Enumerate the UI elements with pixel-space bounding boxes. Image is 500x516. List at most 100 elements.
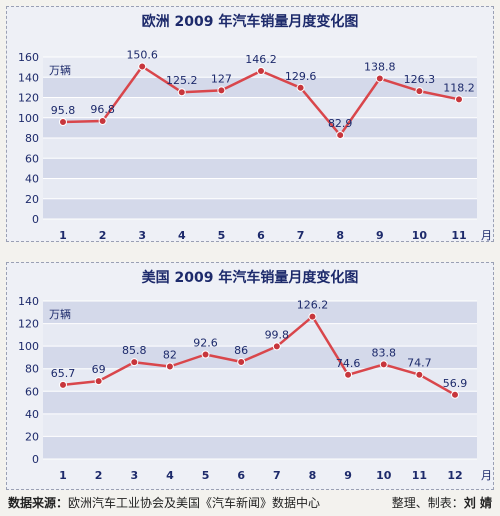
data-point [415,370,424,379]
data-label: 65.7 [51,367,76,380]
y-tick-label: 0 [32,453,39,466]
x-tick-label: 7 [297,229,305,241]
data-label: 138.8 [364,60,396,73]
data-point [217,86,226,95]
data-label: 129.6 [285,70,317,83]
x-tick-label: 5 [218,229,226,241]
data-label: 99.8 [265,328,290,341]
x-tick-label: 10 [412,229,428,241]
data-label: 69 [92,363,106,376]
data-point [94,377,103,386]
data-point [138,62,147,71]
data-label: 82.9 [328,117,353,130]
plot-band [43,158,477,179]
y-tick-label: 100 [18,112,39,125]
source-label: 数据来源： [8,496,69,510]
x-axis-label: 月 [481,229,492,241]
x-tick-label: 8 [309,469,317,482]
y-tick-label: 140 [18,295,39,308]
data-label: 85.8 [122,344,147,357]
y-tick-label: 60 [25,385,39,398]
data-label: 127 [211,72,232,85]
data-label: 56.9 [443,377,468,390]
footer: 数据来源：欧洲汽车工业协会及美国《汽车新闻》数据中心 整理、制表：刘 婧 [8,494,492,511]
x-tick-label: 6 [237,469,245,482]
plot-band [43,323,477,347]
data-point [415,87,424,96]
data-label: 150.6 [126,49,158,62]
y-tick-label: 160 [18,51,39,64]
data-point [237,357,246,366]
y-tick-label: 40 [25,173,39,186]
data-point [272,342,281,351]
x-tick-label: 11 [412,469,427,482]
chart-europe: 0 20 40 60 80 100 120 140 160 万辆 1 2 3 4 5 6 7 8 9 10 11 月 95.… [18,49,492,241]
y-axis-label: 万辆 [49,307,71,321]
data-label: 95.8 [51,104,76,117]
data-point [336,131,345,140]
x-axis-label: 月 [481,469,492,482]
y-tick-label: 120 [18,92,39,105]
y-tick-label: 0 [32,213,39,226]
data-point [59,380,67,389]
x-tick-label: 6 [257,229,265,241]
data-point [344,370,353,379]
x-tick-label: 3 [130,469,138,482]
data-point [130,358,139,367]
data-point [201,350,210,359]
data-point [98,116,107,125]
data-point [455,95,463,104]
data-label: 125.2 [166,74,198,87]
y-tick-label: 80 [25,132,39,145]
data-label: 118.2 [443,81,475,94]
x-tick-label: 2 [99,229,107,241]
data-point [165,362,174,371]
data-label: 82 [163,348,177,361]
data-point [379,360,388,369]
plot-band [43,77,477,98]
y-tick-label: 80 [25,363,39,376]
x-tick-label: 2 [95,469,103,482]
data-point [451,390,459,399]
source-text: 欧洲汽车工业协会及美国《汽车新闻》数据中心 [68,496,321,510]
x-tick-label: 4 [166,469,174,482]
data-label: 96.8 [90,103,115,116]
data-point [257,66,265,75]
series-line [62,315,456,396]
y-tick-label: 60 [25,152,39,165]
plot-band [43,117,477,138]
y-tick-label: 100 [18,340,39,353]
plot-band [43,198,477,219]
data-label: 126.2 [297,299,329,312]
y-tick-label: 120 [18,318,39,331]
plot-band [43,97,477,118]
x-tick-label: 12 [447,469,462,482]
data-label: 146.2 [245,53,277,66]
credit-label: 整理、制表： [391,496,464,510]
x-tick-label: 9 [376,229,384,241]
credit: 整理、制表：刘 婧 [392,494,492,511]
plot-band [43,301,477,324]
chart-title: 欧洲 2009 年汽车销量月度变化图 [141,14,359,30]
x-tick-label: 8 [336,229,344,241]
data-point [59,118,67,127]
plot-band [43,368,477,392]
y-tick-label: 20 [25,193,39,206]
x-tick-label: 1 [59,469,67,482]
x-tick-label: 5 [202,469,210,482]
x-tick-label: 11 [451,229,466,241]
data-point [296,83,305,92]
y-axis-label: 万辆 [49,63,71,77]
data-point [308,312,317,321]
y-tick-label: 40 [25,408,39,421]
x-tick-label: 9 [344,469,352,482]
data-label: 74.6 [336,357,361,370]
data-label: 92.6 [193,336,218,349]
chart-title: 美国 2009 年汽车销量月度变化图 [141,270,359,286]
plot-band [43,178,477,199]
y-tick-label: 20 [25,430,39,443]
chart-panel-usa: 美国 2009 年汽车销量月度变化图 0 20 40 60 80 100 120 140 万辆 1… [6,262,494,490]
plot-band [43,138,477,159]
x-tick-label: 10 [376,469,392,482]
